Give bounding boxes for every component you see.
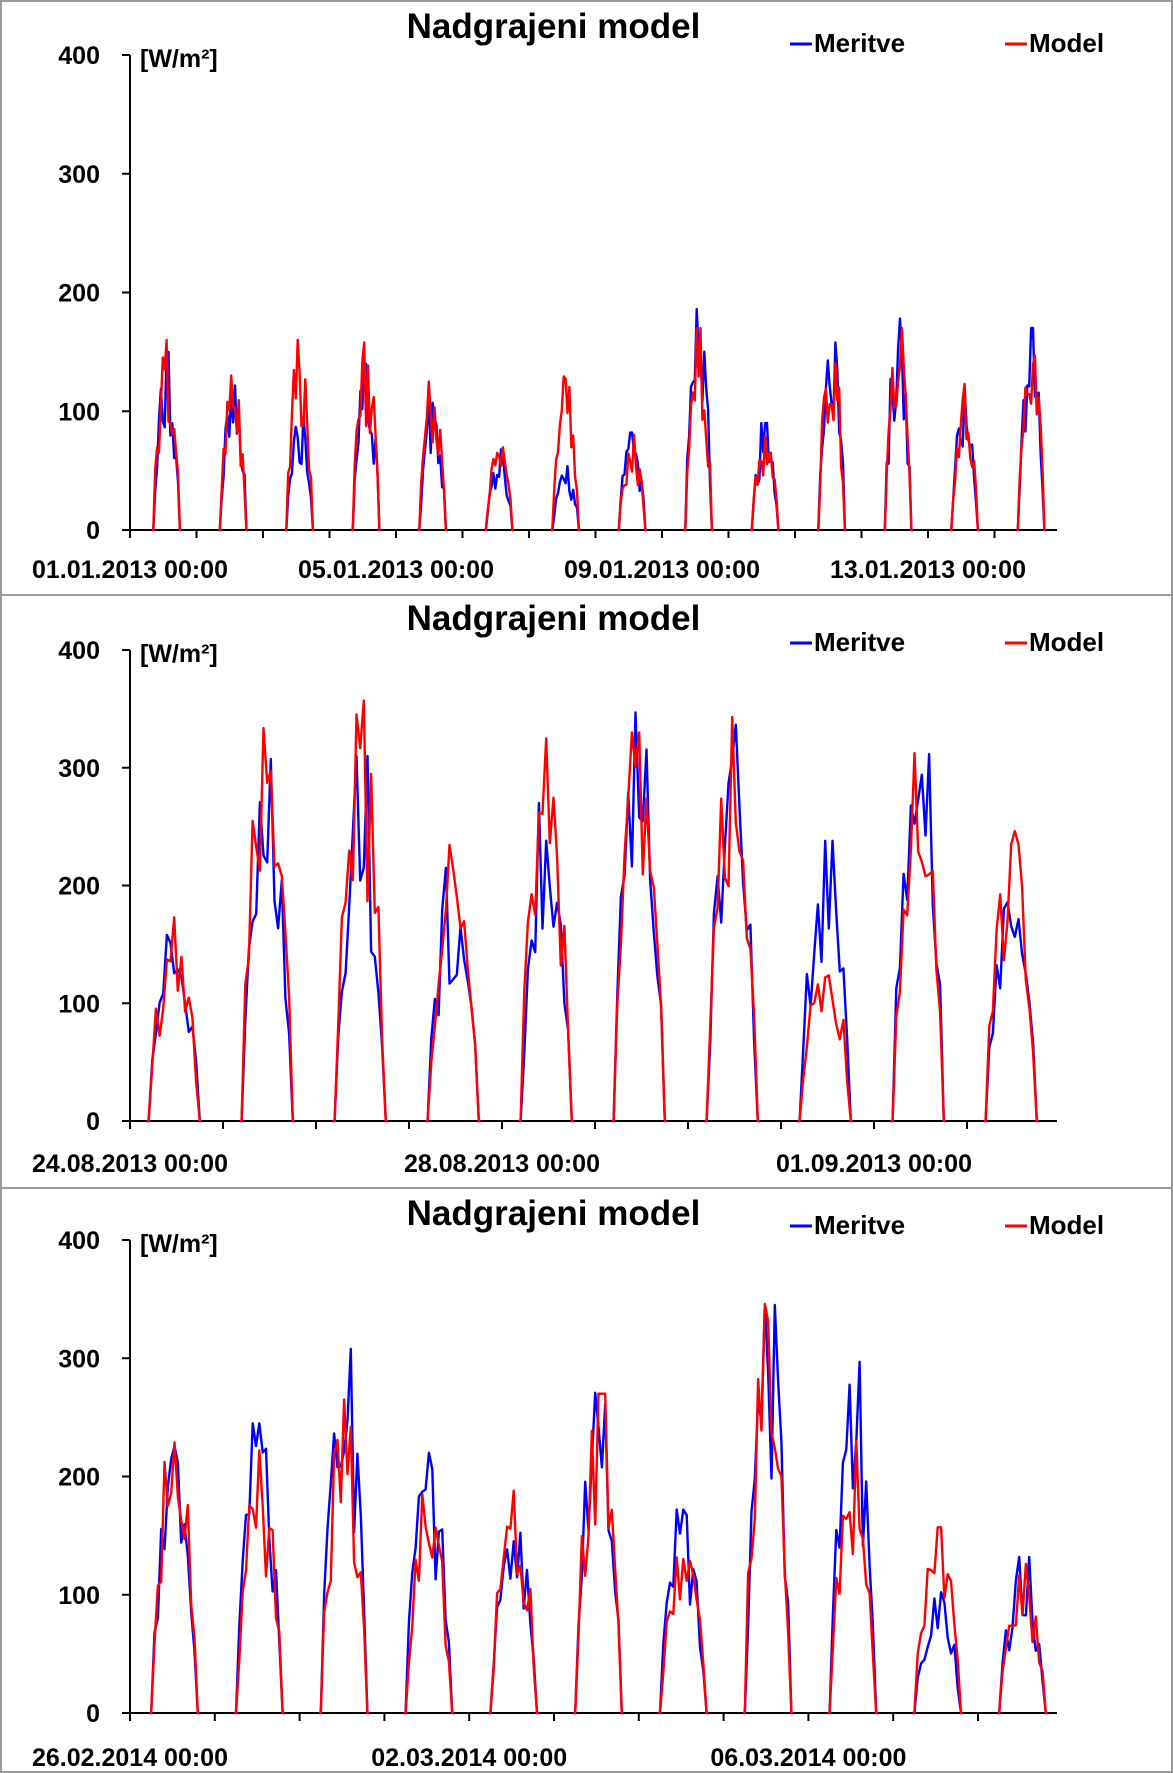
x-tick-label: 01.01.2013 00:00 [32, 556, 228, 584]
legend-item-meritve: Meritve [790, 28, 905, 58]
chart-panel-1: Nadgrajeni model [W/m²] Meritve Model 0 100 20… [32, 7, 1104, 584]
y-tick-label: 300 [58, 1345, 100, 1373]
y-tick-label: 300 [58, 161, 100, 189]
y-tick-label: 100 [58, 1582, 100, 1610]
legend-item-model: Model [1005, 1210, 1104, 1240]
y-tick-label: 400 [58, 1227, 100, 1255]
y-tick-label: 0 [86, 1108, 100, 1136]
x-tick-label: 09.01.2013 00:00 [564, 556, 760, 584]
legend-label: Model [1029, 28, 1104, 58]
y-tick-label: 400 [58, 42, 100, 70]
x-tick-label: 01.09.2013 00:00 [776, 1150, 972, 1178]
y-tick-label: 200 [58, 280, 100, 308]
y-tick-label: 200 [58, 873, 100, 901]
series-line-meritve [149, 1303, 1048, 1715]
chart-panel-3: Nadgrajeni model [W/m²] Meritve Model 0 100 20… [32, 1194, 1104, 1772]
legend-label: Meritve [814, 627, 905, 657]
series-line-meritve [151, 307, 1046, 532]
legend-item-meritve: Meritve [790, 627, 905, 657]
legend-label: Model [1029, 1210, 1104, 1240]
legend-item-meritve: Meritve [790, 1210, 905, 1240]
chart-panel-2: Nadgrajeni model [W/m²] Meritve Model 0 100 20… [32, 599, 1104, 1178]
x-tick-label: 05.01.2013 00:00 [298, 556, 494, 584]
legend-label: Model [1029, 627, 1104, 657]
x-tick-label: 24.08.2013 00:00 [32, 1150, 228, 1178]
x-tick-label: 06.03.2014 00:00 [710, 1744, 906, 1772]
y-unit-label: [W/m²] [140, 45, 218, 73]
y-unit-label: [W/m²] [140, 640, 218, 668]
series-line-meritve [146, 711, 1039, 1123]
y-tick-label: 100 [58, 398, 100, 426]
series-line-model [146, 699, 1039, 1123]
legend-label: Meritve [814, 28, 905, 58]
y-tick-label: 0 [86, 1700, 100, 1728]
legend-label: Meritve [814, 1210, 905, 1240]
legend-item-model: Model [1005, 627, 1104, 657]
chart-title: Nadgrajeni model [407, 7, 701, 46]
y-tick-label: 100 [58, 990, 100, 1018]
x-tick-label: 28.08.2013 00:00 [404, 1150, 600, 1178]
y-tick-label: 200 [58, 1464, 100, 1492]
series-line-model [151, 326, 1046, 532]
legend-item-model: Model [1005, 28, 1104, 58]
y-tick-label: 400 [58, 637, 100, 665]
chart-title: Nadgrajeni model [407, 1194, 701, 1233]
x-tick-label: 02.03.2014 00:00 [371, 1744, 567, 1772]
x-tick-label: 13.01.2013 00:00 [830, 556, 1026, 584]
chart-title: Nadgrajeni model [407, 599, 701, 638]
y-tick-label: 300 [58, 755, 100, 783]
x-tick-label: 26.02.2014 00:00 [32, 1744, 228, 1772]
y-unit-label: [W/m²] [140, 1230, 218, 1258]
y-tick-label: 0 [86, 517, 100, 545]
series-line-model [149, 1302, 1048, 1715]
